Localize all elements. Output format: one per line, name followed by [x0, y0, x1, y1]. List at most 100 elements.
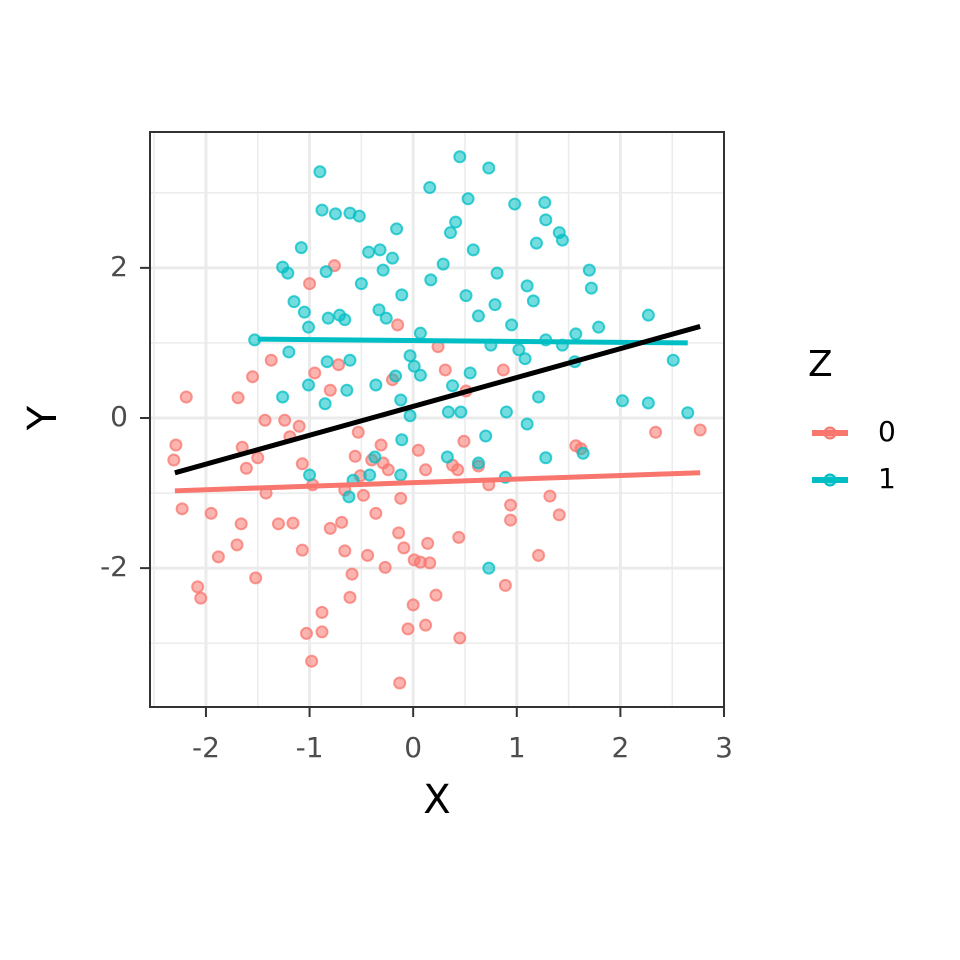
- point: [457, 434, 471, 448]
- point: [318, 397, 332, 411]
- point: [482, 561, 496, 575]
- point: [508, 197, 522, 211]
- point: [308, 366, 322, 380]
- point: [361, 548, 375, 562]
- point: [167, 453, 181, 467]
- legend-key-point: [823, 473, 837, 487]
- point: [249, 571, 263, 585]
- point: [479, 429, 493, 443]
- x-tick-label: 3: [715, 731, 733, 764]
- point: [419, 463, 433, 477]
- point: [169, 438, 183, 452]
- point: [438, 363, 452, 377]
- point: [394, 491, 408, 505]
- x-tick-label: -2: [192, 731, 220, 764]
- point: [354, 277, 368, 291]
- point: [303, 277, 317, 291]
- point: [292, 419, 306, 433]
- point: [264, 353, 278, 367]
- y-tick-label: -2: [100, 550, 128, 583]
- point: [175, 502, 189, 516]
- point: [271, 517, 285, 531]
- point: [649, 425, 663, 439]
- point: [302, 320, 316, 334]
- point: [466, 243, 480, 257]
- point: [463, 366, 477, 380]
- point: [342, 490, 356, 504]
- point: [394, 393, 408, 407]
- point: [419, 618, 433, 632]
- point: [413, 368, 427, 382]
- point: [452, 530, 466, 544]
- point: [345, 567, 359, 581]
- point: [532, 548, 546, 562]
- point: [231, 391, 245, 405]
- point: [443, 226, 457, 240]
- point: [576, 446, 590, 460]
- point: [390, 222, 404, 236]
- point: [440, 450, 454, 464]
- point: [496, 363, 510, 377]
- x-tick-label: -1: [296, 731, 324, 764]
- point: [423, 556, 437, 570]
- point: [191, 580, 205, 594]
- point: [449, 215, 463, 229]
- point: [295, 457, 309, 471]
- point: [529, 236, 543, 250]
- fit-line: [257, 336, 688, 346]
- point: [230, 538, 244, 552]
- point: [356, 488, 370, 502]
- point: [295, 543, 309, 557]
- point: [411, 443, 425, 457]
- point: [518, 352, 532, 366]
- point: [352, 209, 366, 223]
- point: [315, 203, 329, 217]
- point: [454, 405, 468, 419]
- point: [315, 625, 329, 639]
- point: [543, 489, 557, 503]
- point: [328, 207, 342, 221]
- point: [246, 370, 260, 384]
- point: [315, 605, 329, 619]
- point: [303, 468, 317, 482]
- point: [407, 359, 421, 373]
- point: [286, 516, 300, 530]
- point: [520, 417, 534, 431]
- point: [666, 353, 680, 367]
- point: [313, 165, 327, 179]
- point: [343, 353, 357, 367]
- point: [641, 308, 655, 322]
- point: [368, 450, 382, 464]
- point: [374, 438, 388, 452]
- point: [340, 383, 354, 397]
- point: [582, 263, 596, 277]
- point: [351, 425, 365, 439]
- point: [299, 626, 313, 640]
- point: [482, 161, 496, 175]
- x-axis-title: X: [423, 777, 450, 823]
- point: [490, 266, 504, 280]
- point: [373, 243, 387, 257]
- point: [441, 405, 455, 419]
- point: [391, 318, 405, 332]
- point: [403, 409, 417, 423]
- point: [378, 560, 392, 574]
- point: [453, 631, 467, 645]
- point: [436, 257, 450, 271]
- overall-fit-line: [174, 324, 701, 476]
- point: [429, 588, 443, 602]
- point: [319, 265, 333, 279]
- point: [392, 526, 406, 540]
- point: [413, 326, 427, 340]
- point: [372, 303, 386, 317]
- point: [282, 345, 296, 359]
- point: [395, 433, 409, 447]
- point: [526, 294, 540, 308]
- point: [615, 394, 629, 408]
- point: [471, 456, 485, 470]
- fit-line: [174, 470, 701, 494]
- y-tick-label: 2: [110, 250, 128, 283]
- point: [446, 379, 460, 393]
- point: [234, 517, 248, 531]
